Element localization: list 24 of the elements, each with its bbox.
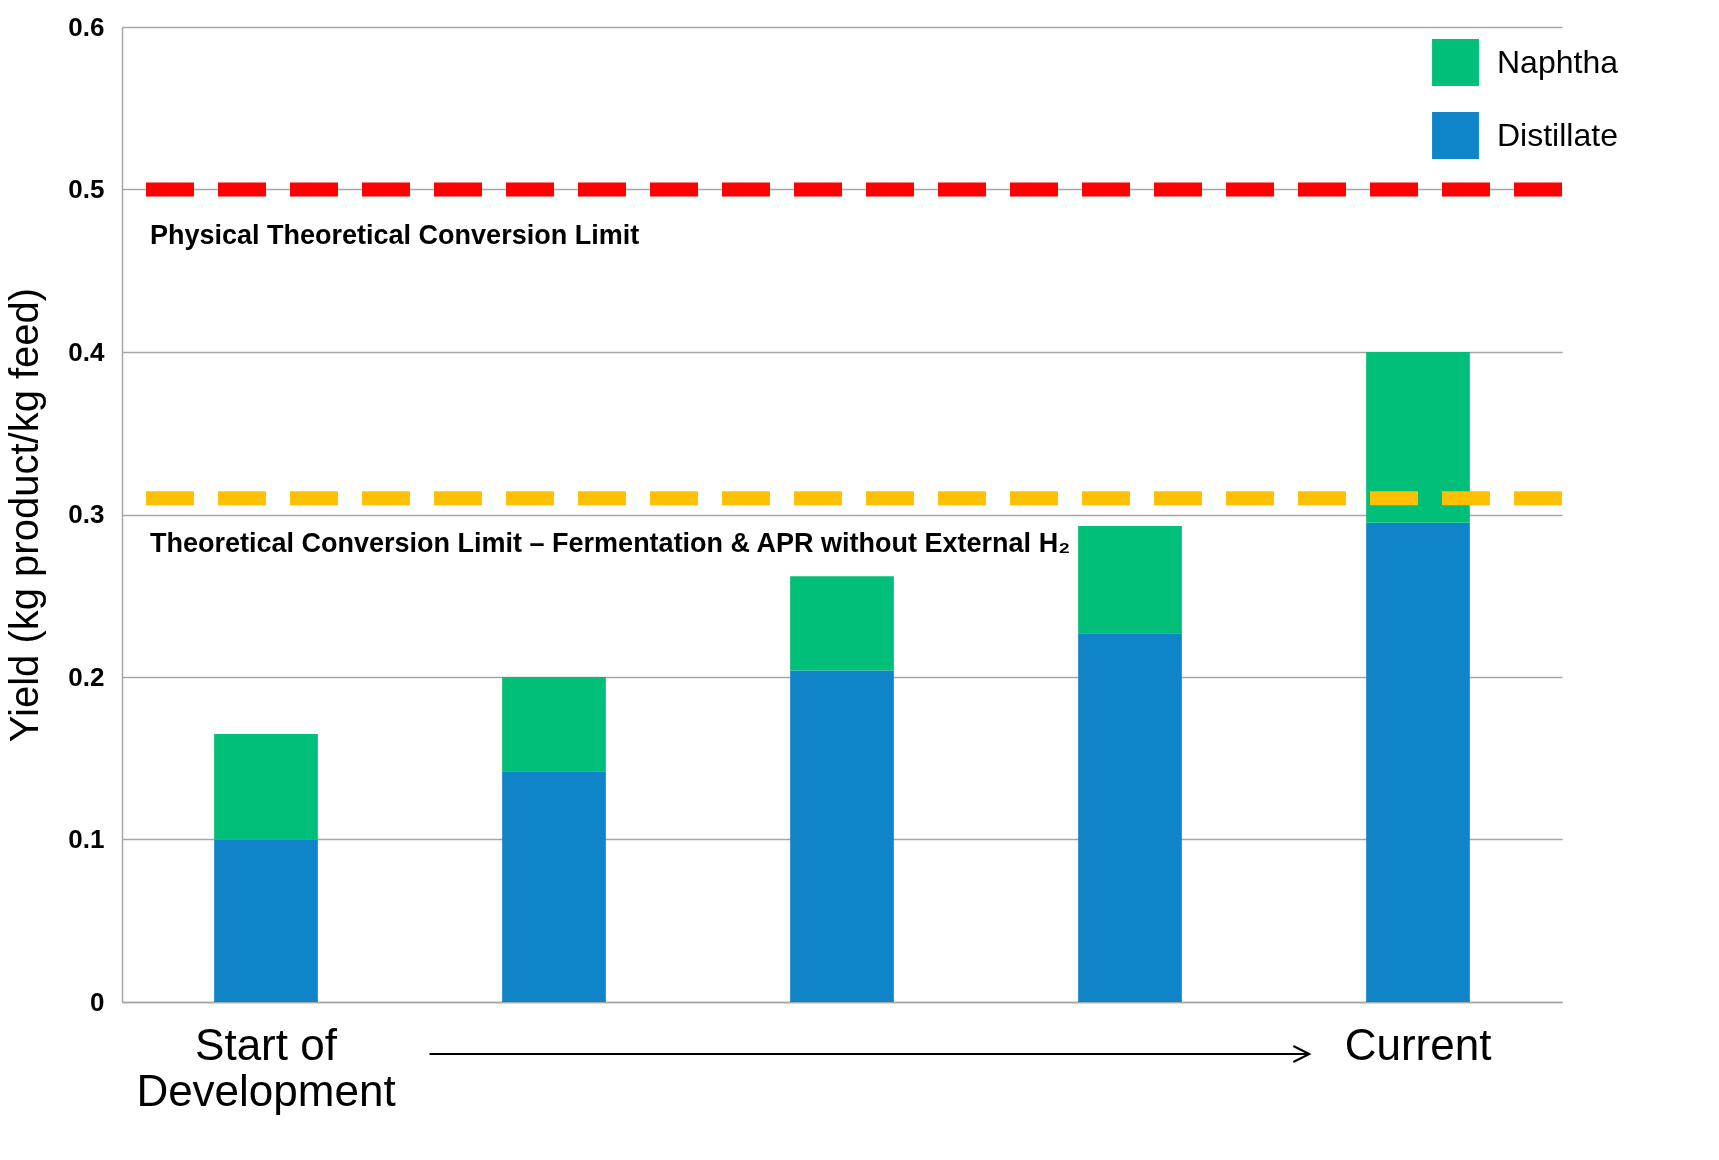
ref-line-label: Theoretical Conversion Limit – Fermentation & APR without External H₂	[150, 528, 1071, 559]
y-tick-label: 0	[90, 986, 105, 1017]
legend-label: Distillate	[1497, 116, 1618, 153]
bar	[1078, 633, 1182, 1002]
bar	[502, 677, 606, 772]
ref-line-label: Physical Theoretical Conversion Limit	[150, 219, 640, 250]
y-tick-label: 0.2	[68, 661, 105, 692]
y-tick-label: 0.3	[68, 499, 105, 529]
bar	[1366, 522, 1470, 1002]
bar	[790, 576, 894, 671]
y-tick-label: 0.6	[68, 11, 105, 42]
legend-label: Naphtha	[1497, 43, 1619, 80]
x-tick-label: Start of Development	[136, 1019, 396, 1115]
y-tick-label: 0.5	[68, 174, 105, 204]
bar	[1078, 525, 1182, 634]
y-tick-label: 0.4	[68, 336, 106, 367]
x-tick-label: Current	[1344, 1019, 1492, 1069]
y-axis-title: Yield (kg product/kg feed)	[2, 287, 47, 743]
bar	[1366, 352, 1470, 523]
bar	[790, 670, 894, 1002]
bar	[502, 771, 606, 1002]
bar	[214, 839, 318, 1002]
bar	[214, 733, 318, 840]
y-tick-label: 0.1	[68, 824, 105, 854]
